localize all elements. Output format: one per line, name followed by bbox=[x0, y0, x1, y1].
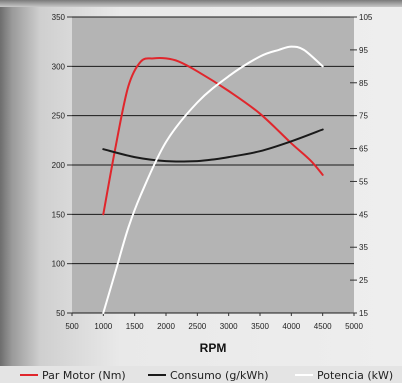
tick-label-x: 3000 bbox=[220, 322, 238, 331]
legend-swatch-par-motor bbox=[20, 374, 38, 376]
tick-label-x: 4500 bbox=[314, 322, 332, 331]
x-axis-label: RPM bbox=[200, 341, 227, 355]
tick-label-x: 3500 bbox=[251, 322, 269, 331]
legend-item-potencia: Potencia (kW) bbox=[295, 369, 402, 383]
tick-label-y-right: 15 bbox=[359, 309, 368, 318]
tick-label-x: 4000 bbox=[282, 322, 300, 331]
legend-item-par-motor: Par Motor (Nm) bbox=[20, 369, 126, 383]
legend-item-consumo: Consumo (g/kWh) bbox=[148, 369, 269, 383]
tick-label-y-left: 200 bbox=[52, 161, 66, 170]
legend-label-consumo: Consumo (g/kWh) bbox=[170, 369, 269, 382]
grid bbox=[67, 16, 357, 316]
series bbox=[102, 45, 324, 314]
tick-label-x: 1000 bbox=[94, 322, 112, 331]
tick-label-y-left: 100 bbox=[52, 260, 66, 269]
legend-swatch-consumo bbox=[148, 374, 166, 376]
series-line-consumo bbox=[102, 128, 324, 163]
tick-label-y-right: 85 bbox=[359, 79, 368, 88]
tick-label-y-right: 35 bbox=[359, 243, 368, 252]
tick-label-y-right: 25 bbox=[359, 276, 368, 285]
tick-label-x: 2000 bbox=[157, 322, 175, 331]
tick-label-y-left: 350 bbox=[52, 13, 66, 22]
tick-label-y-left: 150 bbox=[52, 210, 66, 219]
tick-label-x: 500 bbox=[65, 322, 79, 331]
tick-label-y-right: 75 bbox=[359, 112, 368, 121]
tick-label-y-left: 50 bbox=[56, 309, 65, 318]
legend bbox=[0, 366, 402, 383]
tick-label-x: 5000 bbox=[345, 322, 363, 331]
legend-label-par-motor: Par Motor (Nm) bbox=[42, 369, 126, 382]
legend-label-potencia: Potencia (kW) bbox=[317, 369, 394, 382]
tick-label-y-right: 55 bbox=[359, 177, 368, 186]
tick-label-y-right: 105 bbox=[359, 13, 373, 22]
legend-swatch-potencia bbox=[295, 374, 313, 376]
tick-label-y-right: 45 bbox=[359, 210, 368, 219]
top-strip bbox=[0, 0, 402, 7]
tick-label-x: 2500 bbox=[188, 322, 206, 331]
series-line-par-motor bbox=[102, 57, 324, 216]
series-line-potencia bbox=[102, 45, 324, 314]
tick-label-y-left: 300 bbox=[52, 62, 66, 71]
tick-label-y-left: 250 bbox=[52, 112, 66, 121]
ticks: 50 100 150 200 250 300 350 500 1000 1500 2000 2500 3… bbox=[52, 13, 373, 331]
tick-label-y-right: 95 bbox=[359, 46, 368, 55]
tick-label-y-right: 65 bbox=[359, 145, 368, 154]
tick-label-x: 1500 bbox=[126, 322, 144, 331]
